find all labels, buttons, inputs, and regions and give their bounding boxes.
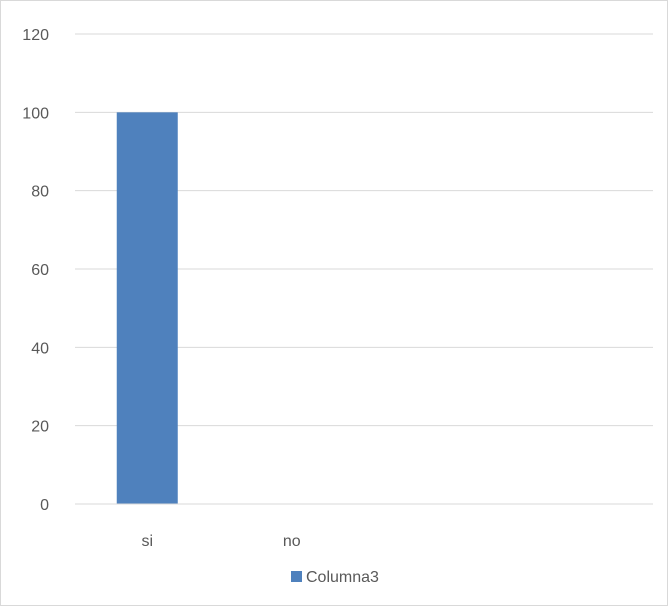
y-tick-label-60: 60 (31, 262, 49, 279)
x-tick-label-si: si (141, 533, 153, 550)
x-tick-label-no: no (283, 533, 301, 550)
x-axis-tick-labels: si no (141, 533, 300, 550)
y-tick-label-40: 40 (31, 340, 49, 357)
legend: Columna3 (291, 569, 379, 586)
y-tick-label-120: 120 (22, 27, 49, 44)
y-axis-tick-labels: 0 20 40 60 80 100 120 (22, 27, 49, 514)
y-tick-label-20: 20 (31, 419, 49, 436)
bars (116, 112, 178, 504)
bar-si (116, 112, 178, 504)
y-tick-label-0: 0 (40, 497, 49, 514)
y-tick-label-100: 100 (22, 105, 49, 122)
legend-label-columna3: Columna3 (306, 569, 379, 586)
y-tick-label-80: 80 (31, 184, 49, 201)
legend-swatch-columna3 (291, 571, 302, 582)
